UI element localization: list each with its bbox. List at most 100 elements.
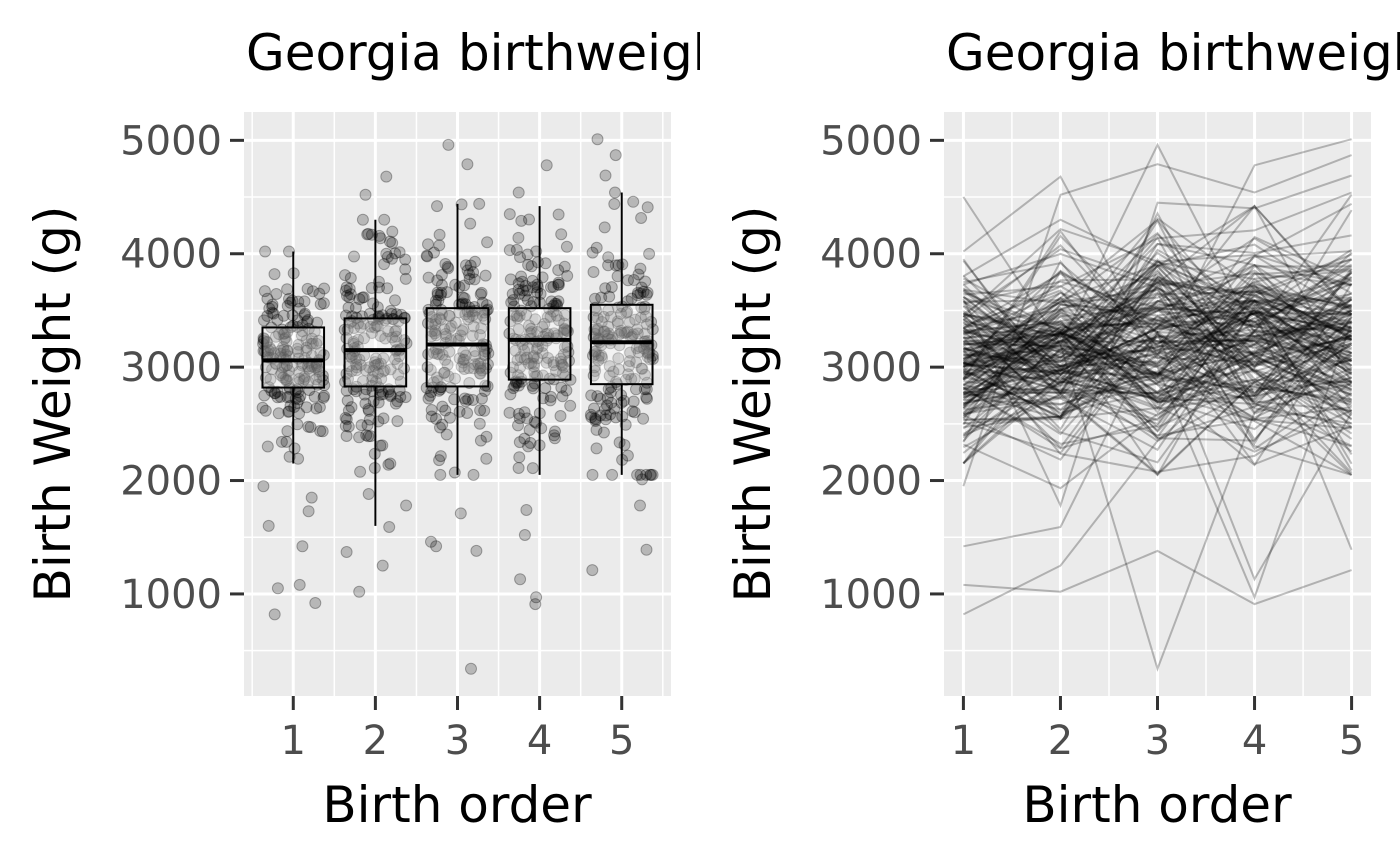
jitter-point — [475, 322, 488, 335]
jitter-point — [374, 439, 387, 452]
jitter-point — [380, 170, 393, 183]
mother-line — [962, 285, 1353, 402]
jitter-point — [609, 186, 621, 199]
jitter-point — [641, 392, 653, 405]
jitter-point — [525, 260, 538, 273]
jitter-point — [457, 353, 470, 366]
mother-line — [963, 307, 1352, 405]
jitter-point — [302, 314, 314, 326]
jitter-point — [521, 341, 534, 354]
jitter-point — [385, 307, 398, 320]
jitter-point — [298, 373, 311, 386]
jitter-point — [371, 320, 384, 333]
jitter-point — [339, 419, 352, 432]
jitter-point — [306, 337, 319, 350]
jitter-point — [601, 392, 614, 405]
jitter-point — [384, 304, 397, 317]
jitter-point — [268, 268, 281, 281]
mother-line — [962, 261, 1353, 354]
jitter-point — [555, 358, 568, 371]
jitter-point — [561, 269, 574, 282]
jitter-point — [358, 332, 370, 345]
mother-line — [962, 271, 1353, 399]
left-chart-title: Georgia birthweight — [246, 24, 744, 82]
jitter-point — [382, 458, 395, 471]
jitter-point — [362, 403, 375, 416]
jitter-point — [292, 346, 304, 358]
jitter-point — [614, 324, 627, 337]
jitter-point — [455, 198, 468, 211]
mother-line — [963, 217, 1353, 338]
mother-line — [962, 290, 1352, 395]
mother-line — [962, 331, 1352, 466]
jitter-point — [560, 384, 573, 397]
jitter-point — [434, 450, 447, 463]
jitter-point — [514, 351, 527, 364]
jitter-point — [340, 413, 353, 426]
jitter-point — [627, 395, 640, 408]
jitter-point — [590, 241, 603, 254]
jitter-point — [612, 352, 625, 365]
jitter-point — [474, 367, 487, 380]
jitter-point — [371, 301, 384, 314]
mother-line — [963, 341, 1352, 476]
jitter-point — [520, 308, 533, 321]
jitter-point — [316, 369, 329, 382]
jitter-point — [441, 260, 454, 273]
jitter-point — [258, 389, 271, 402]
mother-line — [963, 271, 1353, 420]
jitter-point — [560, 324, 573, 337]
box-iqr — [261, 326, 326, 389]
mother-line — [963, 237, 1353, 334]
jitter-point — [607, 365, 620, 378]
jitter-point — [529, 313, 542, 326]
mother-line — [963, 204, 1353, 329]
mother-line — [963, 285, 1353, 397]
jitter-point — [595, 349, 608, 362]
jitter-point — [277, 343, 290, 356]
jitter-point — [630, 356, 643, 369]
jitter-point — [350, 361, 363, 374]
jitter-point — [606, 468, 619, 481]
mother-line — [962, 328, 1352, 406]
mother-line — [963, 282, 1352, 359]
jitter-point — [340, 384, 353, 397]
jitter-point — [266, 363, 279, 376]
jitter-point — [619, 373, 632, 386]
jitter-point — [473, 367, 486, 380]
mother-line — [963, 319, 1353, 429]
jitter-point — [544, 310, 557, 323]
right-y-axis-title: Birth Weight (g) — [724, 206, 782, 603]
x-tick-label: 2 — [1048, 718, 1073, 764]
jitter-point — [604, 408, 617, 421]
jitter-point — [515, 372, 528, 385]
jitter-point — [521, 294, 534, 307]
mother-line — [962, 211, 1353, 419]
jitter-point — [435, 286, 448, 299]
jitter-point — [623, 355, 636, 368]
mother-line — [963, 265, 1353, 368]
jitter-point — [379, 332, 392, 345]
mother-line — [963, 319, 1352, 375]
mother-line — [963, 343, 1353, 672]
mother-line — [962, 308, 1353, 410]
mother-line — [962, 258, 1352, 395]
jitter-point — [399, 391, 412, 404]
jitter-point — [376, 439, 389, 452]
jitter-point — [358, 388, 371, 401]
mother-line — [963, 331, 1353, 401]
jitter-point — [456, 325, 469, 337]
jitter-point — [587, 266, 600, 278]
jitter-point — [449, 316, 462, 329]
mother-line — [962, 138, 1352, 358]
jitter-point — [512, 283, 525, 296]
jitter-point — [431, 200, 443, 213]
jitter-point — [449, 278, 462, 291]
mother-line — [962, 361, 1352, 416]
jitter-point — [440, 286, 453, 299]
jitter-point — [526, 281, 539, 294]
jitter-point — [588, 345, 601, 358]
jitter-point — [531, 256, 544, 269]
jitter-point — [627, 328, 640, 341]
jitter-point — [527, 351, 540, 364]
